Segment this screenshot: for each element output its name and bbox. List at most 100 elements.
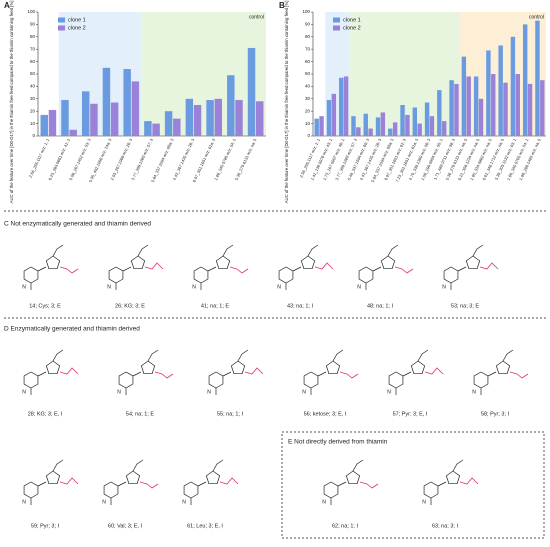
side-chain	[387, 244, 399, 257]
region	[349, 12, 461, 136]
atom: N	[22, 389, 26, 395]
y-tick-label: 0	[307, 133, 310, 138]
bar	[206, 100, 214, 136]
side-chain	[479, 262, 499, 270]
ring	[23, 266, 39, 284]
bar	[48, 109, 57, 136]
side-chain	[52, 349, 64, 362]
atom: N	[192, 284, 196, 290]
bar	[131, 81, 140, 136]
bar	[392, 122, 398, 136]
compound-label: 43; na; 1; I	[287, 303, 313, 309]
bar	[319, 116, 324, 136]
bar	[351, 116, 356, 136]
side-chain	[359, 481, 379, 489]
bar	[498, 45, 503, 137]
bar	[256, 101, 264, 136]
structure: N	[22, 459, 79, 505]
bond	[207, 266, 217, 272]
structure: N	[102, 459, 159, 505]
x-tick-label: 5.84_337.1594 m/z; 60a; 3	[150, 137, 175, 183]
y-tick-label: 90	[305, 22, 311, 27]
y-tick-label: 60	[30, 59, 36, 64]
ring	[323, 481, 339, 499]
compound-label: 63; na; 3; I	[432, 523, 458, 529]
bar	[437, 90, 442, 136]
structure: N	[277, 244, 334, 290]
bond	[132, 371, 142, 377]
compound-label: 28; KG; 3; E, I	[28, 411, 63, 417]
ring	[45, 255, 61, 270]
compound-label: 60; Val; 3; E, I	[108, 523, 143, 529]
x-tick-label: 5.08_267.1452 m/z; 53; 3	[68, 137, 92, 181]
bond	[372, 266, 382, 272]
y-axis-label: AUC of the feature over time [D0-D17] in…	[9, 1, 14, 204]
bar	[81, 91, 90, 136]
ring	[410, 360, 426, 375]
compound-label: 48; na; 1; I	[367, 303, 393, 309]
bar	[227, 75, 235, 136]
side-chain	[147, 349, 159, 362]
bar	[491, 74, 496, 136]
side-chain	[219, 477, 239, 485]
side-chain	[332, 349, 344, 362]
atom: N	[107, 284, 111, 290]
y-tick-label: 0	[32, 133, 35, 138]
structure: N	[442, 244, 499, 290]
atom: N	[387, 389, 391, 395]
structure: N	[207, 349, 264, 395]
side-chain	[339, 371, 359, 379]
legend-swatch	[333, 25, 340, 31]
compound-label: 57; Pyr; 3; E, I	[393, 411, 428, 417]
y-tick-label: 100	[302, 9, 310, 14]
bar	[363, 113, 368, 136]
bar	[185, 98, 194, 136]
side-chain	[417, 349, 429, 362]
bar	[144, 121, 152, 136]
compound-label: 26; KG; 3; E	[115, 303, 145, 309]
legend-swatch	[58, 25, 65, 31]
bond	[317, 371, 327, 377]
atom: N	[22, 284, 26, 290]
bar	[193, 105, 202, 136]
ring	[443, 266, 459, 284]
bar	[69, 129, 77, 136]
side-chain	[59, 477, 79, 485]
bar	[326, 100, 332, 136]
ring	[345, 470, 361, 485]
atom: N	[422, 499, 426, 505]
bar	[441, 121, 447, 136]
compound-label: 59; Pyr; 3; I	[31, 523, 60, 529]
y-tick-label: 100	[27, 9, 35, 14]
atom: N	[207, 389, 211, 395]
structure: N	[182, 459, 239, 505]
side-chain	[144, 262, 164, 270]
ring	[118, 371, 134, 389]
side-chain	[472, 244, 484, 257]
ring	[465, 255, 481, 270]
ring	[208, 371, 224, 389]
compound-label: 62; na; 1; I	[332, 523, 358, 529]
y-tick-label: 40	[305, 84, 311, 89]
side-chain	[314, 262, 334, 270]
x-tick-label: 2.56_265.1117 m/z; 1; 1	[28, 137, 51, 178]
bar	[375, 117, 381, 136]
atom: N	[357, 284, 361, 290]
atom: N	[22, 499, 26, 505]
compound-label: 53; na; 3; E	[451, 303, 479, 309]
bar	[339, 77, 344, 136]
side-chain	[52, 459, 64, 472]
legend-label: clone 1	[68, 17, 86, 23]
x-tick-label: 5.36_279.6131 m/z; na; 5	[234, 137, 258, 181]
y-tick-label: 40	[30, 84, 36, 89]
section-title: C Not enzymatically generated and thiami…	[4, 221, 151, 228]
ring	[193, 266, 209, 284]
y-tick-label: 30	[305, 96, 311, 101]
structure: N	[302, 349, 359, 395]
bar	[247, 47, 256, 136]
ring	[325, 360, 341, 375]
bar	[503, 82, 508, 136]
section-title: D Enzymatically generated and thiamin de…	[4, 326, 140, 333]
structure: N	[357, 244, 414, 290]
x-tick-label: 1.66_345.0785 m/z; 54; 1	[213, 137, 237, 181]
